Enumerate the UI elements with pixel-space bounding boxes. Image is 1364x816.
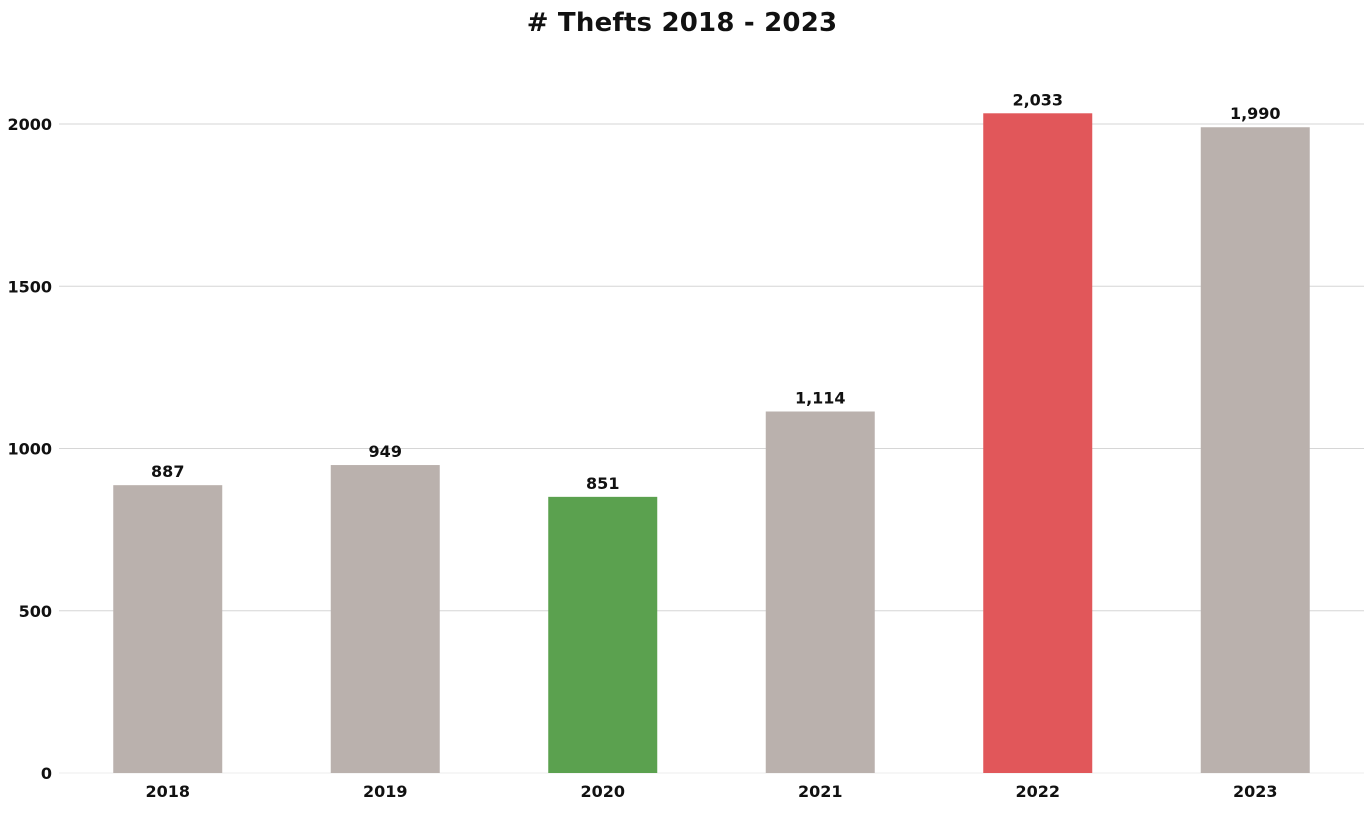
data-label-2019: 949 — [369, 442, 402, 461]
data-label-2021: 1,114 — [795, 389, 846, 408]
data-label-2022: 2,033 — [1012, 90, 1063, 109]
x-tick-label: 2021 — [798, 782, 843, 801]
bar-2019 — [330, 465, 440, 773]
bar-2023 — [1200, 127, 1310, 774]
y-tick-label: 1000 — [7, 440, 52, 459]
bar-2022 — [983, 113, 1093, 773]
data-labels: 887 949 851 1,114 2,033 1,990 — [151, 90, 1281, 493]
x-tick-label: 2022 — [1015, 782, 1060, 801]
data-label-2018: 887 — [151, 462, 184, 481]
x-axis-ticks: 2018 2019 2020 2021 2022 2023 — [145, 782, 1277, 801]
x-tick-label: 2023 — [1233, 782, 1278, 801]
bar-2021 — [765, 411, 875, 773]
data-label-2020: 851 — [586, 474, 619, 493]
bars — [113, 113, 1310, 774]
y-axis-ticks: 0 500 1000 1500 2000 — [7, 115, 52, 783]
x-tick-label: 2020 — [580, 782, 625, 801]
x-tick-label: 2018 — [145, 782, 190, 801]
bar-2018 — [113, 485, 223, 773]
y-tick-label: 500 — [19, 602, 52, 621]
data-label-2023: 1,990 — [1230, 104, 1281, 123]
bar-2020 — [548, 496, 658, 773]
y-tick-label: 2000 — [7, 115, 52, 134]
y-tick-label: 1500 — [7, 277, 52, 296]
gridlines — [59, 123, 1364, 774]
x-tick-label: 2019 — [363, 782, 408, 801]
chart-title: # Thefts 2018 - 2023 — [526, 8, 838, 38]
y-tick-label: 0 — [41, 764, 52, 783]
